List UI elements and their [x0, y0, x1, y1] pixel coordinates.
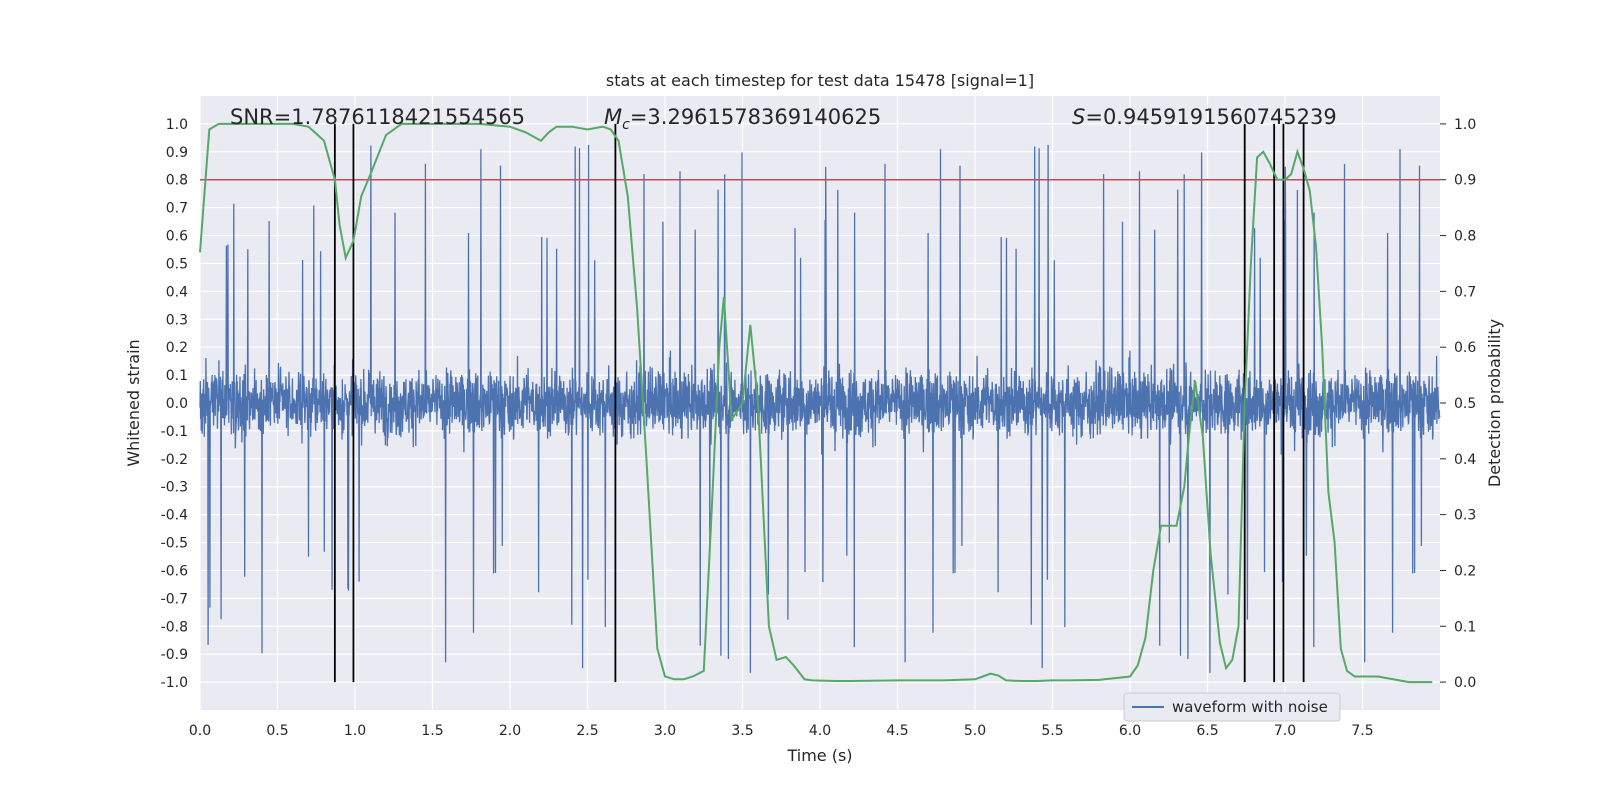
y-tick-label: 1.0	[166, 117, 188, 133]
x-tick-label: 5.0	[964, 723, 986, 739]
y2-tick-label: 0.6	[1454, 340, 1476, 356]
mc-annotation: Mc=3.2961578369140625	[604, 105, 881, 133]
x-tick-label: 2.0	[499, 723, 521, 739]
overlays	[199, 122, 1440, 684]
x-tick-label: 0.0	[189, 723, 211, 739]
y-tick-label: -0.9	[161, 647, 188, 663]
x-tick-label: 0.5	[266, 723, 288, 739]
y2-axis-label: Detection probability	[1485, 319, 1504, 487]
x-tick-label: 2.5	[576, 723, 598, 739]
y-tick-label: 0.7	[166, 201, 188, 217]
legend: waveform with noise	[1123, 692, 1341, 722]
y-tick-label: 0.5	[166, 256, 188, 272]
y2-tick-label: 1.0	[1454, 117, 1476, 133]
y2-tick-label: 0.3	[1454, 508, 1476, 524]
y-tick-label: 0.8	[166, 173, 188, 189]
y-tick-label: -1.0	[161, 675, 188, 691]
s-annotation: S=0.9459191560745239	[1072, 105, 1337, 129]
x-tick-label: 5.5	[1041, 723, 1063, 739]
x-tick-label: 6.5	[1196, 723, 1218, 739]
x-tick-label: 6.0	[1119, 723, 1141, 739]
y-axis-label: Whitened strain	[124, 339, 143, 466]
x-tick-label: 4.5	[886, 723, 908, 739]
waveform-trace	[199, 144, 1441, 673]
detection-probability-line	[199, 122, 1433, 684]
mc-subscript: c	[622, 117, 630, 133]
mc-value: =3.2961578369140625	[630, 105, 881, 129]
y2-tick-label: 0.1	[1454, 619, 1476, 635]
legend-label-waveform: waveform with noise	[1172, 698, 1328, 716]
x-axis-label: Time (s)	[786, 746, 852, 765]
y-tick-label: 0.6	[166, 229, 188, 245]
y-tick-label: 0.4	[166, 284, 188, 300]
y2-tick-label: 0.7	[1454, 284, 1476, 300]
x-tick-label: 4.0	[809, 723, 831, 739]
x-tick-label: 7.5	[1351, 723, 1373, 739]
y2-tick-label: 0.8	[1454, 229, 1476, 245]
s-value: =0.9459191560745239	[1085, 105, 1336, 129]
y-tick-label: -0.1	[161, 424, 188, 440]
y2-tick-label: 0.2	[1454, 563, 1476, 579]
y-tick-label: 0.2	[166, 340, 188, 356]
x-tick-label: 3.5	[731, 723, 753, 739]
legend-box	[1123, 692, 1341, 722]
s-symbol: S	[1072, 105, 1085, 129]
mc-symbol: M	[604, 105, 622, 129]
x-tick-label: 1.5	[421, 723, 443, 739]
y2-tick-label: 0.0	[1454, 675, 1476, 691]
x-tick-label: 1.0	[344, 723, 366, 739]
y-tick-label: -0.2	[161, 452, 188, 468]
y-tick-label: -0.6	[161, 563, 188, 579]
y-tick-label: -0.3	[161, 480, 188, 496]
x-tick-label: 3.0	[654, 723, 676, 739]
x-tick-label: 7.0	[1274, 723, 1296, 739]
y-tick-label: -0.5	[161, 536, 188, 552]
waveform-series	[199, 144, 1441, 673]
y-tick-label: 0.0	[166, 396, 188, 412]
ticks: 0.0 0.5 1.0 1.5 2.0 2.5 3.0 3.5 4.0 4.5 5.0 5.5 6.0 6…	[161, 117, 1477, 739]
y-tick-label: -0.4	[161, 508, 188, 524]
y-tick-label: 0.3	[166, 312, 188, 328]
y-tick-label: 0.1	[166, 368, 188, 384]
chart-title: stats at each timestep for test data 154…	[606, 71, 1034, 90]
y-tick-label: -0.8	[161, 619, 188, 635]
y2-tick-label: 0.5	[1454, 396, 1476, 412]
y2-tick-label: 0.4	[1454, 452, 1476, 468]
y2-tick-label: 0.9	[1454, 173, 1476, 189]
snr-annotation: SNR=1.7876118421554565	[230, 105, 525, 129]
y-tick-label: 0.9	[166, 145, 188, 161]
y-tick-label: -0.7	[161, 591, 188, 607]
